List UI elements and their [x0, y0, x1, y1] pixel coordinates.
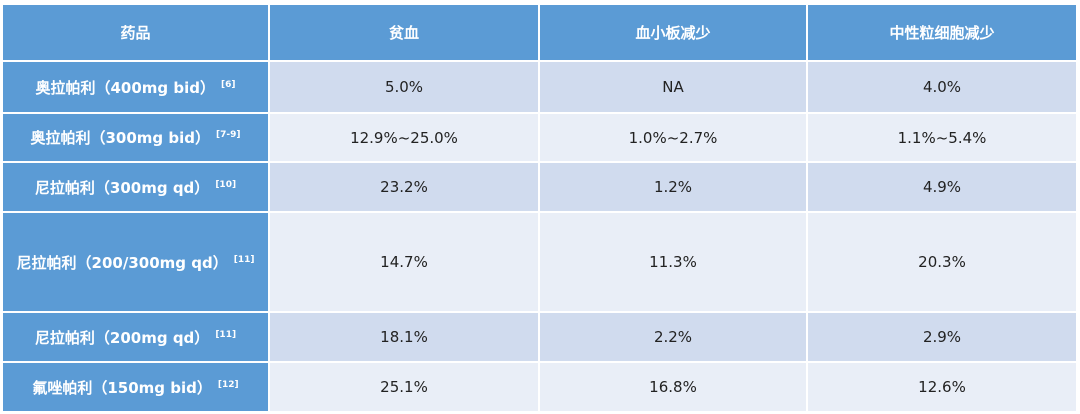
- table-row: 奥拉帕利（400mg bid） [6] 5.0% NA 4.0%: [3, 62, 1076, 112]
- value-cell: 14.7%: [270, 213, 538, 311]
- value-cell: 20.3%: [808, 213, 1076, 311]
- header-row: 药品 贫血 血小板减少 中性粒细胞减少: [3, 5, 1076, 60]
- value-cell: 12.6%: [808, 363, 1076, 411]
- drug-cell: 尼拉帕利（200/300mg qd） [11]: [3, 213, 268, 311]
- drug-name: 尼拉帕利（200/300mg qd）: [16, 253, 228, 272]
- table-row: 尼拉帕利（300mg qd） [10] 23.2% 1.2% 4.9%: [3, 163, 1076, 211]
- reference: [7-9]: [216, 130, 241, 140]
- value-cell: 2.2%: [540, 313, 806, 361]
- value-cell: 18.1%: [270, 313, 538, 361]
- value-cell: 1.0%~2.7%: [540, 114, 806, 161]
- value-cell: 23.2%: [270, 163, 538, 211]
- header-cell: 药品: [3, 5, 268, 60]
- table-row: 尼拉帕利（200/300mg qd） [11] 14.7% 11.3% 20.3%: [3, 213, 1076, 311]
- value-cell: NA: [540, 62, 806, 112]
- drug-name: 奥拉帕利（300mg bid）: [30, 129, 211, 147]
- value-cell: 12.9%~25.0%: [270, 114, 538, 161]
- reference: [10]: [215, 179, 237, 190]
- drug-cell: 尼拉帕利（200mg qd） [11]: [3, 313, 268, 361]
- reference: [11]: [215, 329, 237, 340]
- value-cell: 4.0%: [808, 62, 1076, 112]
- value-cell: 2.9%: [808, 313, 1076, 361]
- toxicity-table: 药品 贫血 血小板减少 中性粒细胞减少 奥拉帕利（400mg bid） [6] 5.0% N…: [1, 3, 1078, 413]
- drug-name: 尼拉帕利（200mg qd）: [34, 328, 210, 347]
- reference: [6]: [221, 79, 236, 90]
- value-cell: 1.1%~5.4%: [808, 114, 1076, 161]
- drug-name: 尼拉帕利（300mg qd）: [34, 178, 210, 197]
- value-cell: 1.2%: [540, 163, 806, 211]
- reference: [12]: [217, 379, 239, 390]
- drug-cell: 奥拉帕利（400mg bid） [6]: [3, 62, 268, 112]
- value-cell: 5.0%: [270, 62, 538, 112]
- drug-cell: 尼拉帕利（300mg qd） [10]: [3, 163, 268, 211]
- value-cell: 4.9%: [808, 163, 1076, 211]
- table-row: 尼拉帕利（200mg qd） [11] 18.1% 2.2% 2.9%: [3, 313, 1076, 361]
- header-cell: 贫血: [270, 5, 538, 60]
- value-cell: 16.8%: [540, 363, 806, 411]
- drug-cell: 氟唑帕利（150mg bid） [12]: [3, 363, 268, 411]
- reference: [11]: [233, 254, 255, 265]
- value-cell: 11.3%: [540, 213, 806, 311]
- table-row: 氟唑帕利（150mg bid） [12] 25.1% 16.8% 12.6%: [3, 363, 1076, 411]
- header-cell: 血小板减少: [540, 5, 806, 60]
- header-cell: 中性粒细胞减少: [808, 5, 1076, 60]
- table-row: 奥拉帕利（300mg bid） [7-9] 12.9%~25.0% 1.0%~2.7%…: [3, 114, 1076, 161]
- drug-name: 奥拉帕利（400mg bid）: [35, 78, 216, 97]
- drug-name: 氟唑帕利（150mg bid）: [32, 378, 212, 397]
- drug-cell: 奥拉帕利（300mg bid） [7-9]: [3, 114, 268, 161]
- value-cell: 25.1%: [270, 363, 538, 411]
